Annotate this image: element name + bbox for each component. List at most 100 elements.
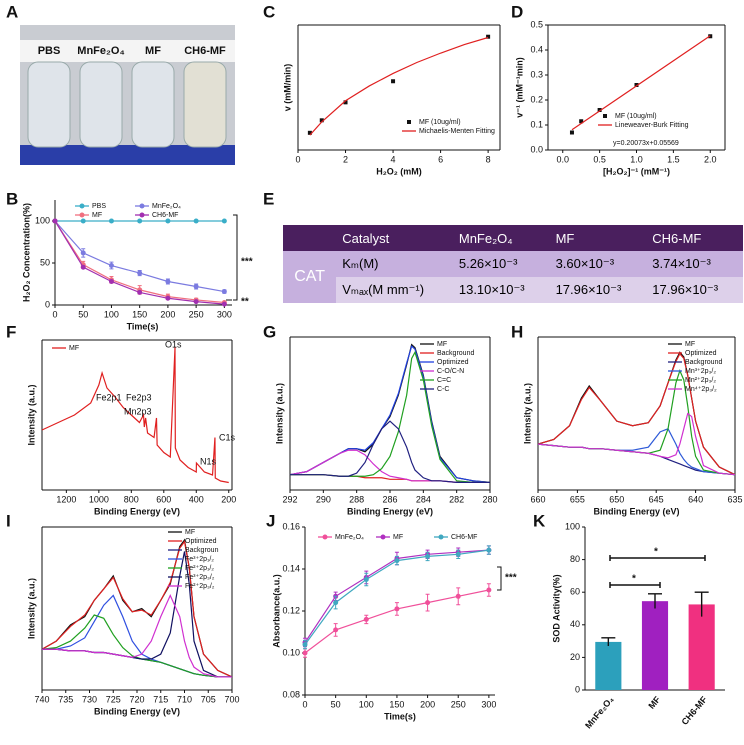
legend-swatch bbox=[322, 534, 328, 540]
y-tick-label: 0 bbox=[45, 299, 50, 309]
legend-label: MnFe₂O₄ bbox=[152, 203, 181, 210]
y-tick-label: 0.14 bbox=[282, 563, 300, 573]
x-tick-label: 655 bbox=[570, 494, 585, 504]
y-axis-label: v⁻¹ (mM⁻¹min) bbox=[514, 57, 524, 118]
marker bbox=[52, 218, 58, 224]
y-tick-label: 0.08 bbox=[282, 689, 300, 699]
marker bbox=[319, 118, 324, 123]
legend-label: Optimized bbox=[185, 538, 217, 545]
marker bbox=[425, 553, 431, 559]
x-tick-label: 100 bbox=[359, 699, 374, 709]
legend-label: Optimized bbox=[685, 350, 717, 357]
legend-label: Backgroun bbox=[185, 547, 219, 554]
marker bbox=[221, 218, 227, 224]
annotation: Mn2p3 bbox=[124, 406, 152, 416]
x-tick-label: 300 bbox=[481, 699, 496, 709]
table-cell: 3.60×10⁻³ bbox=[549, 251, 647, 277]
panel-label: G bbox=[263, 322, 276, 341]
x-tick-label: 730 bbox=[82, 694, 97, 704]
marker bbox=[80, 218, 86, 224]
x-axis-label: Binding Energy (eV) bbox=[347, 506, 433, 516]
marker bbox=[343, 100, 348, 105]
y-tick-label: 0 bbox=[575, 684, 580, 694]
y-tick-label: 0.10 bbox=[282, 647, 300, 657]
marker bbox=[302, 650, 308, 656]
x-tick-label: 50 bbox=[331, 699, 341, 709]
marker bbox=[363, 616, 369, 622]
y-axis-label: Intensity (a.u.) bbox=[274, 383, 284, 444]
marker bbox=[486, 547, 492, 553]
x-tick-label: 200 bbox=[160, 309, 175, 319]
legend-label: C-O/C-N bbox=[437, 368, 464, 375]
legend-label: MF bbox=[685, 341, 695, 348]
x-tick-label: CH6-MF bbox=[680, 694, 710, 727]
panel-label: J bbox=[266, 511, 275, 530]
legend-label: Lineweaver-Burk Fitting bbox=[615, 122, 689, 129]
y-tick-label: 0.3 bbox=[530, 69, 543, 79]
legend-label: MF (10ug/ml) bbox=[419, 119, 461, 126]
tube-label: MnFe₂O₄ bbox=[77, 45, 124, 57]
legend-label: Mn³⁺2p₃/₂ bbox=[685, 368, 716, 375]
marker bbox=[137, 270, 143, 276]
tube-label: MF bbox=[145, 45, 161, 57]
bar bbox=[641, 601, 669, 690]
x-axis-label: Binding Energy (eV) bbox=[593, 506, 679, 516]
panel-label: A bbox=[6, 2, 18, 21]
y-axis-label: Intensity (a.u.) bbox=[522, 383, 532, 444]
x-tick-label: 200 bbox=[420, 699, 435, 709]
annotation: C1s bbox=[219, 432, 236, 442]
table-header: CH6-MF bbox=[646, 225, 743, 251]
table-cell: 13.10×10⁻³ bbox=[452, 277, 550, 303]
table-cell bbox=[283, 225, 337, 251]
annotation: N1s bbox=[200, 456, 217, 466]
legend-label: Background bbox=[437, 350, 474, 357]
series-line bbox=[54, 220, 225, 293]
rack bbox=[20, 145, 235, 165]
y-axis-label: Intensity (a.u.) bbox=[26, 384, 36, 445]
x-tick-label: 282 bbox=[449, 494, 464, 504]
x-tick-label: 800 bbox=[124, 494, 139, 504]
marker bbox=[80, 250, 86, 256]
table-cell: Kₘ(M) bbox=[336, 251, 453, 277]
legend-label: MF bbox=[185, 529, 195, 536]
marker bbox=[597, 108, 602, 112]
table-cell: 17.96×10⁻³ bbox=[549, 277, 647, 303]
x-tick-label: 1.0 bbox=[630, 154, 643, 164]
panel-label: C bbox=[263, 2, 275, 21]
marker bbox=[425, 600, 431, 606]
panel-label: F bbox=[6, 322, 16, 341]
table-header: Catalyst bbox=[336, 225, 453, 251]
legend-label: Fe²⁺2p₁/₂ bbox=[185, 565, 214, 572]
panel-label: E bbox=[263, 189, 274, 208]
x-axis-label: H₂O₂ (mM) bbox=[376, 166, 422, 176]
legend-label: Mn²⁺2p₃/₂ bbox=[685, 377, 716, 384]
marker bbox=[80, 264, 86, 270]
table-cell: 5.26×10⁻³ bbox=[452, 251, 550, 277]
marker bbox=[394, 606, 400, 612]
panel-label: B bbox=[6, 189, 18, 208]
marker bbox=[486, 587, 492, 593]
panel-label: I bbox=[6, 511, 11, 530]
legend-label: CH6-MF bbox=[451, 534, 477, 541]
x-tick-label: 1.5 bbox=[667, 154, 680, 164]
x-tick-label: 292 bbox=[282, 494, 297, 504]
x-tick-label: 6 bbox=[438, 154, 443, 164]
y-tick-label: 0.2 bbox=[530, 94, 543, 104]
y-axis-label: Intensity (a.u.) bbox=[26, 578, 36, 639]
x-tick-label: 725 bbox=[106, 694, 121, 704]
x-tick-label: 284 bbox=[416, 494, 431, 504]
x-tick-label: 1200 bbox=[56, 494, 76, 504]
panel-label: H bbox=[511, 322, 523, 341]
x-tick-label: 2 bbox=[343, 154, 348, 164]
legend-label: MF (10ug/ml) bbox=[615, 113, 657, 120]
series-line bbox=[289, 345, 491, 483]
bar bbox=[688, 604, 715, 690]
marker bbox=[455, 551, 461, 557]
y-tick-label: 40 bbox=[570, 619, 580, 629]
series-line bbox=[537, 412, 736, 476]
x-tick-label: 200 bbox=[221, 494, 236, 504]
legend-label: Fe²⁺2p₃/₂ bbox=[185, 583, 215, 590]
table-cell: 17.96×10⁻³ bbox=[646, 277, 743, 303]
